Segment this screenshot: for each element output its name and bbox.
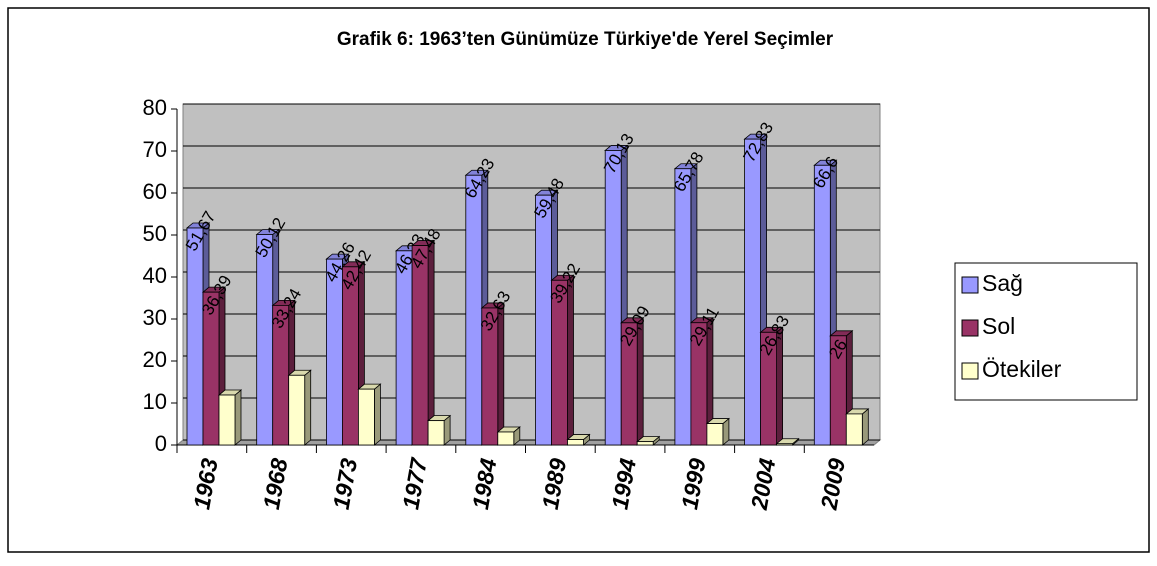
bar — [288, 374, 306, 446]
y-tick-label: 0 — [155, 431, 167, 456]
legend-swatch — [961, 362, 979, 380]
bar — [218, 394, 236, 446]
bar — [341, 266, 359, 446]
legend-label: Sol — [982, 313, 1015, 339]
bar — [690, 322, 708, 446]
y-tick-label: 20 — [143, 347, 167, 372]
bar — [567, 439, 584, 446]
bar — [760, 331, 777, 446]
y-tick-label: 10 — [143, 389, 167, 414]
bar — [551, 279, 568, 446]
bar — [256, 234, 274, 446]
bar — [744, 138, 761, 446]
bar — [481, 307, 499, 446]
bar — [427, 420, 445, 446]
bar — [845, 413, 863, 446]
legend-label: Sağ — [982, 270, 1023, 296]
bar-side — [234, 389, 242, 446]
bar — [325, 258, 343, 446]
legend-swatch — [961, 276, 979, 294]
bar — [357, 388, 375, 446]
bar — [776, 443, 793, 446]
bar — [411, 245, 429, 446]
bar — [620, 322, 638, 446]
bar — [465, 174, 483, 446]
y-tick-label: 40 — [143, 263, 167, 288]
legend-swatch — [961, 319, 979, 337]
bar-side — [861, 408, 869, 446]
bar — [395, 250, 413, 446]
bar — [202, 291, 220, 446]
y-tick-label: 60 — [143, 179, 167, 204]
bar — [674, 168, 692, 446]
bar — [497, 431, 515, 446]
chart-title: Grafik 6: 1963’ten Günümüze Türkiye'de Y… — [337, 29, 834, 50]
bar — [636, 441, 654, 446]
bar-side — [304, 369, 312, 446]
bar-side — [373, 383, 381, 446]
bar-side — [567, 274, 574, 446]
bar — [706, 423, 724, 446]
legend — [954, 262, 1138, 401]
y-tick-label: 70 — [143, 137, 167, 162]
bar — [604, 150, 622, 446]
y-tick-label: 80 — [143, 95, 167, 120]
bar-side — [427, 239, 435, 446]
bar — [813, 164, 831, 446]
bar — [535, 194, 552, 446]
y-tick-label: 50 — [143, 221, 167, 246]
legend-label: Ötekiler — [982, 356, 1062, 382]
bar — [829, 335, 847, 446]
bar — [186, 227, 204, 446]
y-tick-label: 30 — [143, 305, 167, 330]
